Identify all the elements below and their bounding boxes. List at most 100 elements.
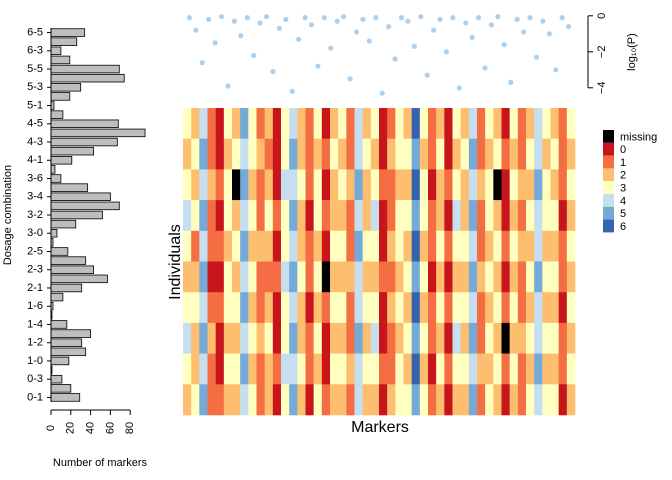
heatmap-cell — [566, 384, 576, 416]
heatmap-cell — [395, 138, 404, 170]
point — [482, 65, 488, 71]
heatmap-cell — [411, 353, 421, 385]
heatmap-cell — [558, 353, 568, 385]
heatmap-cell — [207, 353, 216, 385]
heatmap-cell — [264, 292, 274, 324]
heatmap-cell — [281, 384, 290, 416]
heatmap-cell — [526, 322, 535, 354]
heatmap-cell — [346, 292, 355, 324]
point — [546, 31, 552, 37]
legend-label: 4 — [620, 195, 626, 207]
heatmap-cell — [501, 292, 510, 324]
heatmap-cell — [526, 353, 535, 385]
heatmap-cell — [501, 261, 510, 293]
point — [283, 16, 289, 22]
bar — [50, 283, 83, 293]
heatmap-cell — [517, 384, 527, 416]
bar — [50, 28, 86, 37]
heatmap-cell — [526, 292, 535, 324]
point — [257, 20, 263, 26]
heatmap-cell — [566, 322, 576, 354]
point — [437, 16, 443, 22]
heatmap-cell — [419, 138, 429, 170]
point — [193, 27, 199, 33]
heatmap-cell — [509, 353, 519, 385]
heatmap-cell — [436, 169, 445, 201]
y-axis-label: Individuals — [167, 224, 184, 300]
bar — [50, 247, 69, 256]
heatmap-cell — [354, 292, 363, 324]
heatmap-cell — [493, 384, 502, 416]
bar — [50, 338, 83, 347]
heatmap-cell — [183, 322, 192, 354]
heatmap-cell — [517, 108, 527, 139]
heatmap-cell — [207, 261, 216, 293]
heatmap-cell — [321, 200, 331, 232]
y-tick-label: 3-2 — [27, 209, 43, 221]
heatmap-cell — [509, 261, 519, 293]
heatmap-cell — [379, 322, 388, 354]
heatmap-cell — [395, 261, 404, 293]
heatmap-cell — [272, 384, 282, 416]
heatmap-cell — [558, 169, 568, 201]
heatmap-cell — [428, 322, 437, 354]
y-tick-label: 0-1 — [27, 391, 43, 403]
point — [347, 76, 353, 82]
heatmap-cell — [566, 353, 576, 385]
heatmap-cell — [256, 261, 265, 293]
heatmap-cell — [330, 138, 339, 170]
heatmap-cell — [452, 169, 461, 201]
point — [199, 60, 205, 66]
y-tick-label: 6-3 — [27, 45, 43, 57]
heatmap-cell — [534, 292, 543, 324]
heatmap-cell — [526, 384, 535, 416]
bar — [50, 292, 64, 302]
heatmap-cell — [248, 200, 257, 232]
heatmap-cell — [509, 230, 519, 262]
heatmap-cell — [330, 230, 339, 262]
heatmap-cell — [346, 353, 355, 385]
heatmap-cell — [215, 384, 225, 416]
heatmap-cell — [281, 200, 290, 232]
heatmap-cell — [330, 261, 339, 293]
bar — [50, 192, 111, 201]
heatmap-cell — [411, 261, 421, 293]
heatmap-cell — [379, 353, 388, 385]
heatmap-cell — [362, 169, 372, 201]
heatmap-cell — [477, 292, 486, 324]
heatmap-cell — [379, 261, 388, 293]
heatmap-cell — [542, 322, 551, 354]
heatmap-cell — [485, 108, 494, 139]
bar — [50, 347, 87, 357]
heatmap-cell — [223, 108, 233, 139]
heatmap-cell — [501, 200, 510, 232]
legend-label: 5 — [620, 208, 626, 220]
bar — [50, 55, 71, 65]
heatmap-cell — [191, 138, 200, 170]
heatmap-cell — [305, 200, 314, 232]
heatmap-cell — [232, 169, 241, 201]
heatmap-cell — [354, 353, 363, 385]
heatmap-cell — [232, 292, 241, 324]
heatmap-cell — [428, 292, 437, 324]
heatmap-cell — [468, 138, 478, 170]
heatmap-cell — [321, 353, 331, 385]
heatmap-cell — [207, 169, 216, 201]
heatmap-cell — [232, 138, 241, 170]
bar — [50, 128, 146, 138]
heatmap-cell — [558, 108, 568, 139]
heatmap-cell — [330, 292, 339, 324]
bar — [50, 37, 78, 46]
legend-label: 0 — [620, 144, 626, 156]
heatmap-cell — [395, 384, 404, 416]
heatmap-cell — [297, 292, 306, 324]
y-tick-label: 5-1 — [27, 99, 43, 111]
heatmap-cell — [272, 138, 282, 170]
heatmap-cell — [313, 292, 323, 324]
point — [411, 43, 417, 50]
heatmap-cell — [550, 200, 559, 232]
y-tick-label: 3-4 — [27, 191, 43, 203]
heatmap-cell — [452, 261, 461, 293]
heatmap-cell — [444, 169, 453, 201]
heatmap-cell — [330, 322, 339, 354]
